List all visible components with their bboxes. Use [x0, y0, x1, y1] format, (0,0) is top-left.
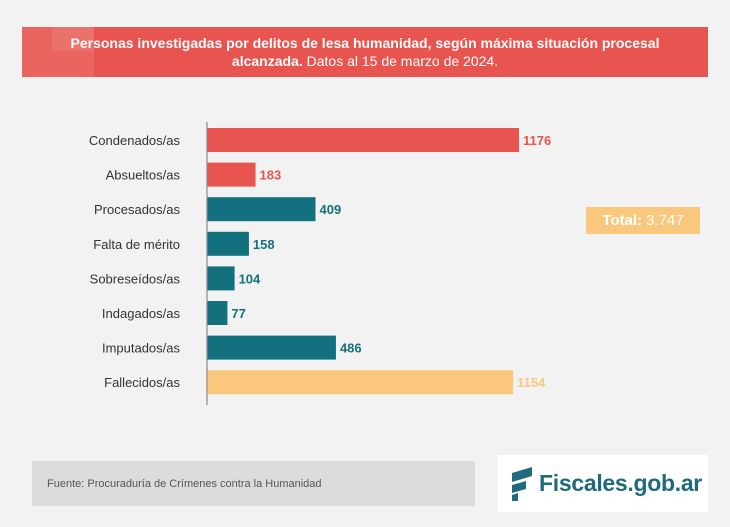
bar: [207, 335, 336, 360]
bar: [207, 266, 235, 291]
value-label: 183: [260, 168, 282, 183]
total-value: 3.747: [646, 212, 684, 229]
chart-title: Personas investigadas por delitos de les…: [55, 34, 675, 70]
bar: [207, 128, 519, 152]
fiscales-logo: Fiscales.gob.ar: [497, 455, 708, 512]
source-text: Fuente: Procuraduría de Crímenes contra …: [47, 477, 322, 490]
value-label: 486: [340, 341, 362, 356]
logo-text: Fiscales.gob.ar: [539, 470, 702, 496]
bar: [207, 370, 514, 395]
category-label: Condenados/as: [89, 133, 181, 148]
value-label: 409: [320, 202, 342, 217]
category-label: Imputados/as: [102, 341, 181, 356]
value-label: 104: [239, 271, 261, 286]
chart-title-bold: Personas investigadas por delitos de les…: [70, 35, 660, 69]
category-label: Falta de mérito: [93, 237, 180, 252]
value-label: 1154: [517, 375, 546, 390]
total-badge: Total: 3.747: [586, 207, 700, 234]
value-label: 77: [231, 306, 245, 321]
bar: [207, 231, 249, 256]
title-banner: Personas investigadas por delitos de les…: [22, 27, 708, 77]
chart-title-date: Datos al 15 de marzo de 2024.: [306, 53, 499, 69]
category-label: Procesados/as: [94, 202, 180, 217]
bar: [207, 197, 316, 222]
category-label: Sobreseídos/as: [90, 271, 181, 286]
category-label: Indagados/as: [102, 306, 181, 321]
banner-decoration: [22, 27, 94, 77]
category-label: Absueltos/as: [106, 168, 181, 183]
source-note: Fuente: Procuraduría de Crímenes contra …: [32, 461, 475, 506]
banner-decoration: [52, 27, 94, 51]
category-label: Fallecidos/as: [104, 375, 180, 390]
fiscales-logo-icon: [512, 466, 532, 501]
bar: [207, 162, 256, 187]
value-label: 158: [253, 237, 275, 252]
total-label: Total:: [602, 212, 643, 229]
value-label: 1176: [523, 133, 551, 148]
bar: [207, 301, 228, 325]
